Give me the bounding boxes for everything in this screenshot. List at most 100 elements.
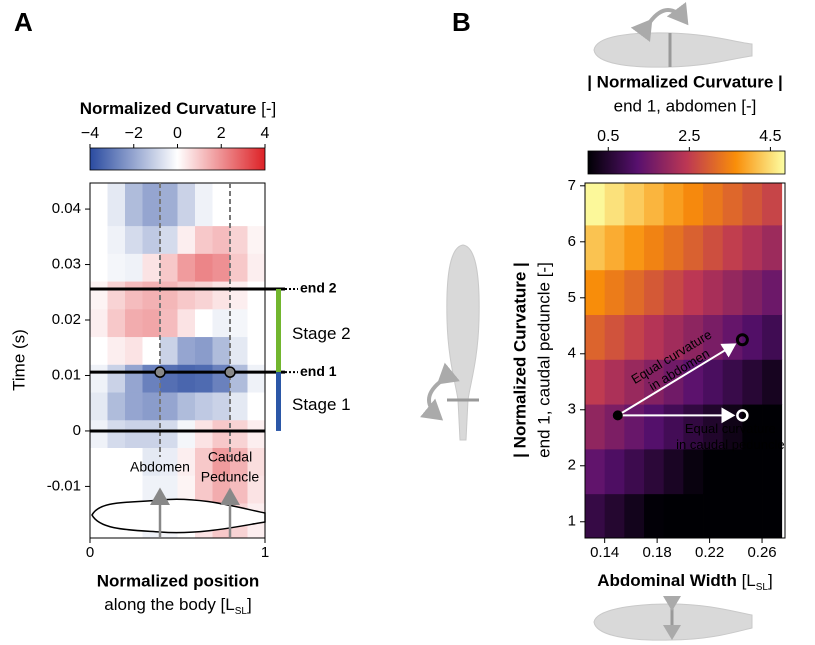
stage-label: Stage 2 [292, 324, 351, 343]
heatmap-cell [177, 419, 196, 448]
heatmap-cell [762, 183, 783, 226]
heatmap-cell [212, 336, 231, 365]
heatmap-cell [742, 224, 763, 271]
subscript: SL [235, 606, 248, 617]
heatmap-cell [142, 253, 161, 282]
heatmap-cell [644, 493, 665, 539]
x-axis-subtitle-text: along the body [L [104, 595, 234, 614]
heatmap-cell [742, 314, 763, 360]
heatmap-cell [125, 419, 143, 448]
heatmap-cell [624, 269, 645, 315]
x-tick-label: 0.26 [747, 544, 776, 561]
heatmap-cell [177, 447, 196, 476]
heatmap-cell [177, 392, 196, 421]
heatmap-cell [683, 183, 704, 226]
heatmap-cell [160, 308, 178, 338]
heatmap-cell [585, 314, 606, 360]
heatmap-cell [683, 359, 704, 405]
colorbar-subtitle: end 1, abdomen [-] [614, 96, 757, 115]
y-tick-label: 0.03 [52, 256, 81, 273]
colorbar-tick-label: −4 [81, 125, 99, 142]
reference-label: end 2 [300, 280, 337, 296]
annotation: Equal curvature [685, 421, 776, 436]
heatmap-cell [703, 448, 724, 495]
heatmap-cell [644, 269, 665, 315]
heatmap-cell [722, 493, 743, 539]
heatmap-cell [247, 253, 266, 282]
heatmap-cell [125, 308, 143, 338]
y-axis-title: | Normalized Curvature | [510, 262, 529, 458]
heatmap-cell [107, 336, 126, 365]
fish-top [593, 2, 753, 68]
heatmap-cell [703, 314, 724, 360]
heatmap-cell [177, 183, 196, 227]
heatmap-cell [142, 183, 161, 227]
point [736, 409, 749, 422]
heatmap-cell [107, 447, 126, 476]
heatmap-cell [624, 183, 645, 226]
heatmap-cell [762, 224, 783, 271]
x-axis-subtitle: along the body [LSL] [104, 595, 251, 617]
heatmap-cell [125, 281, 143, 310]
stage-label: Stage 1 [292, 395, 351, 414]
heatmap-cell [195, 225, 213, 254]
heatmap-cell [247, 183, 266, 227]
x-axis-title-bold: Abdominal Width [597, 571, 737, 590]
point [735, 333, 749, 347]
heatmap-cell [604, 224, 625, 271]
y-tick-label: 2 [568, 457, 576, 474]
heatmap-cell [212, 225, 231, 254]
heatmap-cell [644, 404, 665, 450]
heatmap-cell [722, 224, 743, 271]
heatmap-cell [107, 281, 126, 310]
heatmap-cell [177, 364, 196, 393]
panel-label: A [14, 7, 33, 37]
stage-bar [276, 372, 281, 431]
heatmap-cell [663, 448, 684, 495]
point [612, 410, 623, 421]
heatmap-cell [160, 392, 178, 421]
heatmap-cell [604, 359, 625, 405]
y-tick-label: 0.01 [52, 366, 81, 383]
colorbar-title: | Normalized Curvature | [587, 72, 783, 91]
heatmap-cell [722, 359, 743, 405]
heatmap-cell [90, 364, 108, 393]
heatmap-cell [644, 448, 665, 495]
colorbar-title: Normalized Curvature [-] [80, 99, 277, 118]
heatmap-cell [703, 183, 724, 226]
heatmap-cell [195, 183, 213, 227]
heatmap-cell [722, 448, 743, 495]
heatmap-cell [703, 269, 724, 315]
heatmap-cell [585, 493, 606, 539]
y-tick-label: 0 [73, 422, 81, 439]
heatmap-cell [663, 183, 684, 226]
heatmap-cell [107, 183, 126, 227]
fish-bottom [593, 596, 753, 641]
stage-bar [276, 288, 281, 373]
heatmap-cell [624, 224, 645, 271]
heatmap-cell [90, 281, 108, 310]
heatmap-cell [142, 447, 161, 476]
heatmap-cell [644, 314, 665, 360]
heatmap-cell [663, 314, 684, 360]
heatmap-cell [160, 336, 178, 365]
heatmap-cell [107, 253, 126, 282]
heatmap-cell [742, 269, 763, 315]
heatmap-cell [247, 281, 266, 310]
colorbar-tick-label: −2 [125, 125, 143, 142]
heatmap-cell [624, 314, 645, 360]
colorbar-tick-label: 4.5 [759, 128, 781, 145]
heatmap-cell [107, 392, 126, 421]
heatmap-cell [195, 364, 213, 393]
heatmap-cell [160, 447, 178, 476]
position-label: Abdomen [130, 459, 190, 475]
heatmap-cell [247, 392, 266, 421]
heatmap-cell [585, 224, 606, 271]
heatmap-cell [624, 448, 645, 495]
x-tick-label: 0 [86, 544, 94, 561]
heatmap-cell [142, 392, 161, 421]
heatmap-cell [160, 183, 178, 227]
heatmap-cell [212, 447, 231, 476]
heatmap-cell [90, 225, 108, 254]
